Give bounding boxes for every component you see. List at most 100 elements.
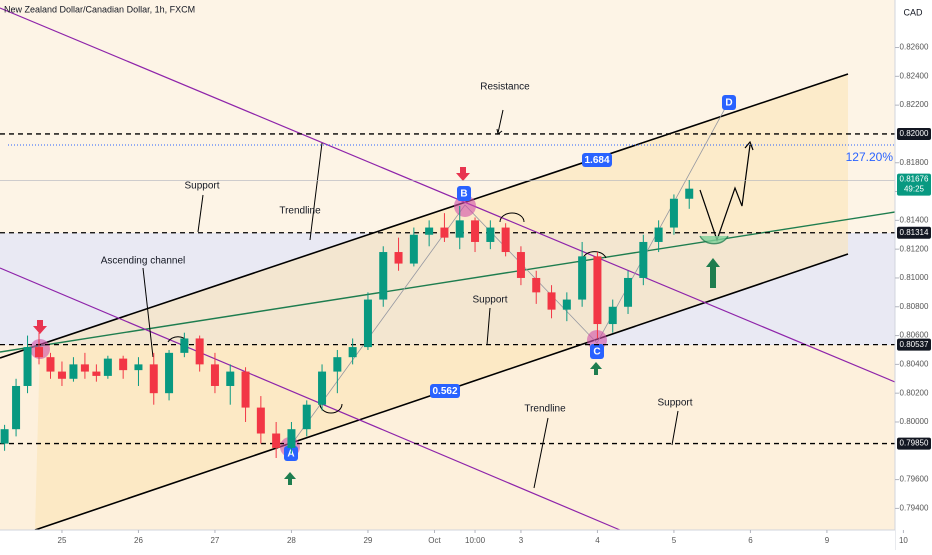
x-tick-label: 4 — [595, 536, 600, 545]
price-tag-label: 0.79850 — [900, 439, 929, 448]
y-tick-label: 0.81200 — [900, 244, 929, 253]
candle-body — [103, 358, 112, 376]
point-label: A — [287, 449, 294, 460]
candle-body — [409, 234, 418, 264]
candle-body — [80, 364, 89, 372]
x-tick-label: 25 — [58, 536, 67, 545]
x-tick-label: 5 — [672, 536, 677, 545]
price-tag — [897, 127, 931, 140]
candle-body — [272, 433, 281, 448]
y-tick-label: 0.82400 — [900, 71, 929, 80]
fib-label: 0.562 — [432, 386, 457, 397]
price-tag — [897, 338, 931, 351]
candle-body — [455, 220, 464, 238]
candle-body — [12, 385, 21, 430]
x-tick-label: 9 — [825, 536, 830, 545]
candle-body — [23, 347, 32, 386]
annotation: Support — [657, 398, 692, 409]
price-tag-label: 0.82000 — [900, 129, 929, 138]
currency: CAD — [903, 7, 923, 17]
candle-body — [210, 364, 219, 386]
candle-body — [318, 371, 327, 405]
y-tick-label: 0.80800 — [900, 302, 929, 311]
last-price-label: 0.81676 — [900, 175, 929, 184]
candle-body — [471, 220, 480, 242]
candle-body — [149, 364, 158, 394]
chart-title: New Zealand Dollar/Canadian Dollar, 1h, … — [4, 4, 195, 14]
candle-body — [92, 371, 101, 376]
y-tick-label: 0.80000 — [900, 417, 929, 426]
candle-body — [562, 299, 571, 310]
candle-body — [226, 371, 235, 386]
candle-body — [333, 357, 342, 372]
x-tick-label: Oct — [428, 536, 441, 545]
price-tag — [897, 226, 931, 239]
y-tick-label: 0.80600 — [900, 331, 929, 340]
candle-body — [256, 407, 265, 434]
candle-body — [394, 252, 403, 264]
candle-body — [195, 338, 204, 365]
y-tick-label: 0.81000 — [900, 273, 929, 282]
candle-body — [302, 404, 311, 430]
candle-body — [425, 227, 434, 235]
annotation: Trendline — [279, 206, 321, 217]
candle-body — [165, 352, 174, 394]
x-tick-label: 29 — [363, 536, 372, 545]
y-tick-label: 0.80200 — [900, 388, 929, 397]
x-tick-label: 10:00 — [465, 536, 486, 545]
candle-body — [35, 347, 44, 358]
candle-body — [440, 227, 449, 238]
y-tick-label: 0.82200 — [900, 100, 929, 109]
x-tick-label: 6 — [748, 536, 753, 545]
candle-body — [57, 371, 66, 379]
candle-body — [241, 371, 250, 408]
y-tick-label: 0.79400 — [900, 504, 929, 513]
plot — [0, 133, 895, 458]
annotation: Trendline — [524, 404, 566, 415]
annotations: Resistance Support Trendline Ascending c… — [101, 82, 894, 461]
candle-body — [593, 256, 602, 325]
candle-body — [119, 358, 128, 371]
candle-body — [363, 299, 372, 348]
candle-body — [379, 252, 388, 300]
time-axis — [0, 530, 895, 550]
candle-body — [348, 347, 357, 358]
countdown: 49:25 — [904, 185, 925, 194]
candle-body — [608, 306, 617, 325]
price-axis — [895, 0, 932, 550]
candle-body — [547, 292, 556, 310]
y-tick-label: 0.81800 — [900, 158, 929, 167]
last-price-tag — [897, 173, 931, 196]
candle-body — [654, 227, 663, 242]
price-tag — [897, 437, 931, 450]
candle-body — [46, 357, 55, 372]
candle-body — [134, 364, 143, 371]
point-label: C — [593, 347, 600, 358]
y-tick-label: 0.80400 — [900, 359, 929, 368]
x-tick-label: 26 — [134, 536, 143, 545]
y-tick-label: 0.82600 — [900, 43, 929, 52]
candle-body — [578, 256, 587, 300]
axis-layer: 0.826000.824000.822000.818000.816000.814… — [58, 43, 931, 545]
annotation: Resistance — [480, 82, 530, 93]
x-tick-label: 28 — [287, 536, 296, 545]
candle-body — [287, 429, 296, 448]
candle-body — [0, 429, 9, 444]
price-tag-label: 0.81314 — [900, 228, 929, 237]
point-label: D — [725, 98, 732, 109]
annotation: Support — [472, 295, 507, 306]
annotation: Ascending channel — [101, 256, 186, 267]
y-tick-label: 0.81400 — [900, 215, 929, 224]
fib-label: 1.684 — [584, 155, 609, 166]
x-tick-label: 3 — [519, 536, 524, 545]
drawings — [0, 7, 896, 531]
x-tick-label: 10 — [899, 536, 908, 545]
candle-body — [532, 277, 541, 293]
candle-body — [180, 338, 189, 353]
fib-label: 127.20% — [846, 150, 894, 164]
price-tag-label: 0.80537 — [900, 340, 929, 349]
candle-body — [501, 227, 510, 253]
candle-body — [516, 252, 525, 278]
annotation: Support — [184, 181, 219, 192]
